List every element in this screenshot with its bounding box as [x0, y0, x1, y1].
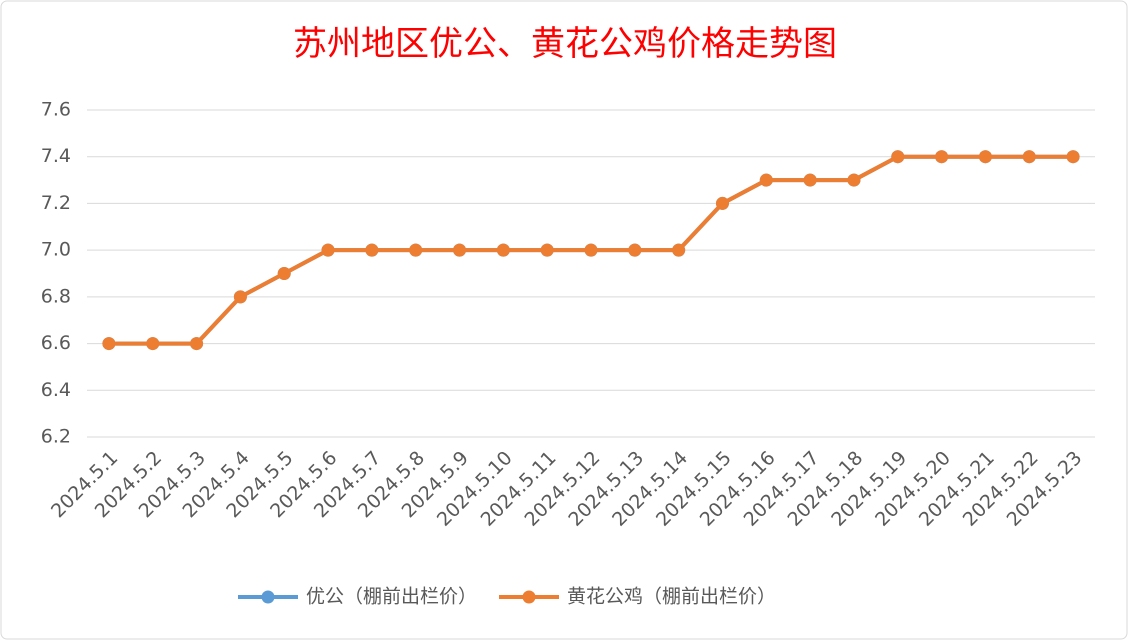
y-tick-label: 6.6 [41, 332, 71, 354]
y-tick-label: 7.0 [41, 239, 71, 261]
point [803, 173, 817, 187]
chart-title: 苏州地区优公、黄花公鸡价格走势图 [293, 24, 837, 64]
point [277, 267, 291, 280]
point [584, 243, 598, 257]
point [496, 243, 510, 257]
legend-marker [522, 590, 536, 604]
point [978, 150, 992, 164]
point [365, 243, 379, 257]
point [1022, 150, 1036, 164]
y-tick-label: 7.4 [41, 145, 71, 167]
legend-label: 黄花公鸡（棚前出栏价） [567, 586, 776, 608]
point [233, 290, 247, 304]
point [759, 173, 773, 187]
point [321, 243, 335, 257]
point [146, 337, 160, 351]
legend-marker [261, 590, 275, 604]
point [409, 243, 423, 257]
point [190, 337, 204, 351]
point [540, 243, 554, 257]
point [672, 243, 686, 257]
y-tick-label: 7.2 [41, 192, 71, 214]
point [1066, 150, 1080, 164]
y-tick-label: 6.4 [41, 379, 71, 401]
y-tick-label: 6.2 [41, 426, 71, 448]
point [935, 150, 949, 164]
point [847, 173, 861, 187]
y-tick-label: 7.6 [41, 99, 71, 121]
point [628, 243, 642, 257]
point [715, 196, 729, 210]
y-tick-label: 6.8 [41, 285, 71, 307]
point [891, 150, 905, 164]
legend-label: 优公（棚前出栏价） [306, 586, 477, 608]
point [102, 337, 116, 351]
point [453, 243, 467, 257]
